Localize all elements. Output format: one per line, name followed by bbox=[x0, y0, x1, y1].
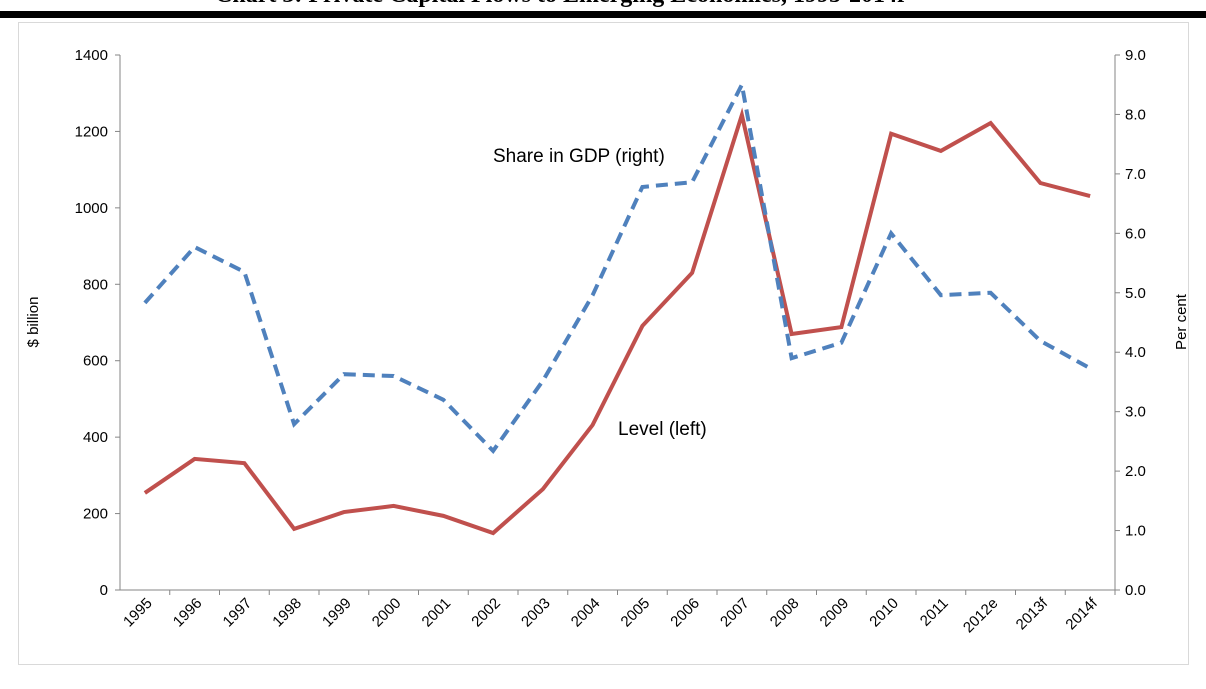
x-tick-label: 2012e bbox=[960, 595, 1002, 637]
x-tick-label: 1998 bbox=[269, 595, 305, 631]
x-tick-label: 1999 bbox=[319, 595, 355, 631]
y-tick-label: 1400 bbox=[75, 47, 108, 64]
y2-tick-label: 7.0 bbox=[1125, 166, 1146, 183]
y2-tick-label: 2.0 bbox=[1125, 463, 1146, 480]
y-tick-label: 1200 bbox=[75, 123, 108, 140]
x-tick-label: 2000 bbox=[369, 595, 405, 631]
x-tick-label: 2009 bbox=[817, 595, 853, 631]
series-line bbox=[143, 78, 1092, 455]
title-rule bbox=[0, 11, 1206, 18]
y-tick-label: 800 bbox=[83, 276, 108, 293]
x-tick-label: 2006 bbox=[667, 595, 703, 631]
series-line bbox=[143, 107, 1091, 536]
y2-tick-label: 1.0 bbox=[1125, 523, 1146, 540]
x-tick-label: 2013f bbox=[1013, 594, 1052, 633]
x-tick-label: 2014f bbox=[1062, 594, 1101, 633]
y2-tick-label: 5.0 bbox=[1125, 285, 1146, 302]
y-tick-label: 600 bbox=[83, 353, 108, 370]
chart-title: Chart 3: Private Capital Flows to Emergi… bbox=[215, 0, 906, 8]
x-tick-label: 1997 bbox=[220, 595, 256, 631]
series-annotation: Level (left) bbox=[618, 419, 707, 440]
x-tick-label: 2001 bbox=[419, 595, 455, 631]
y2-tick-label: 9.0 bbox=[1125, 47, 1146, 64]
series-annotation: Share in GDP (right) bbox=[493, 146, 665, 167]
x-tick-label: 1996 bbox=[170, 595, 206, 631]
y2-tick-label: 0.0 bbox=[1125, 582, 1146, 599]
x-tick-label: 2003 bbox=[518, 595, 554, 631]
y2-tick-label: 8.0 bbox=[1125, 106, 1146, 123]
y-tick-label: 200 bbox=[83, 506, 108, 523]
y-axis-label: $ billion bbox=[25, 297, 42, 348]
y2-axis-label: Per cent bbox=[1173, 293, 1190, 350]
y-tick-label: 400 bbox=[83, 429, 108, 446]
y-tick-label: 1000 bbox=[75, 200, 108, 217]
x-tick-label: 2005 bbox=[618, 595, 654, 631]
y2-tick-label: 3.0 bbox=[1125, 404, 1146, 421]
x-tick-label: 2011 bbox=[917, 595, 952, 630]
x-tick-label: 2007 bbox=[717, 595, 753, 631]
y2-tick-label: 4.0 bbox=[1125, 344, 1146, 361]
x-tick-label: 2004 bbox=[568, 595, 604, 631]
y2-tick-label: 6.0 bbox=[1125, 225, 1146, 242]
chart-border bbox=[18, 22, 1189, 665]
x-tick-label: 1995 bbox=[120, 595, 156, 631]
x-tick-label: 2008 bbox=[767, 595, 803, 631]
y-tick-label: 0 bbox=[100, 582, 108, 599]
x-tick-label: 2010 bbox=[866, 595, 902, 631]
x-tick-label: 2002 bbox=[468, 595, 504, 631]
